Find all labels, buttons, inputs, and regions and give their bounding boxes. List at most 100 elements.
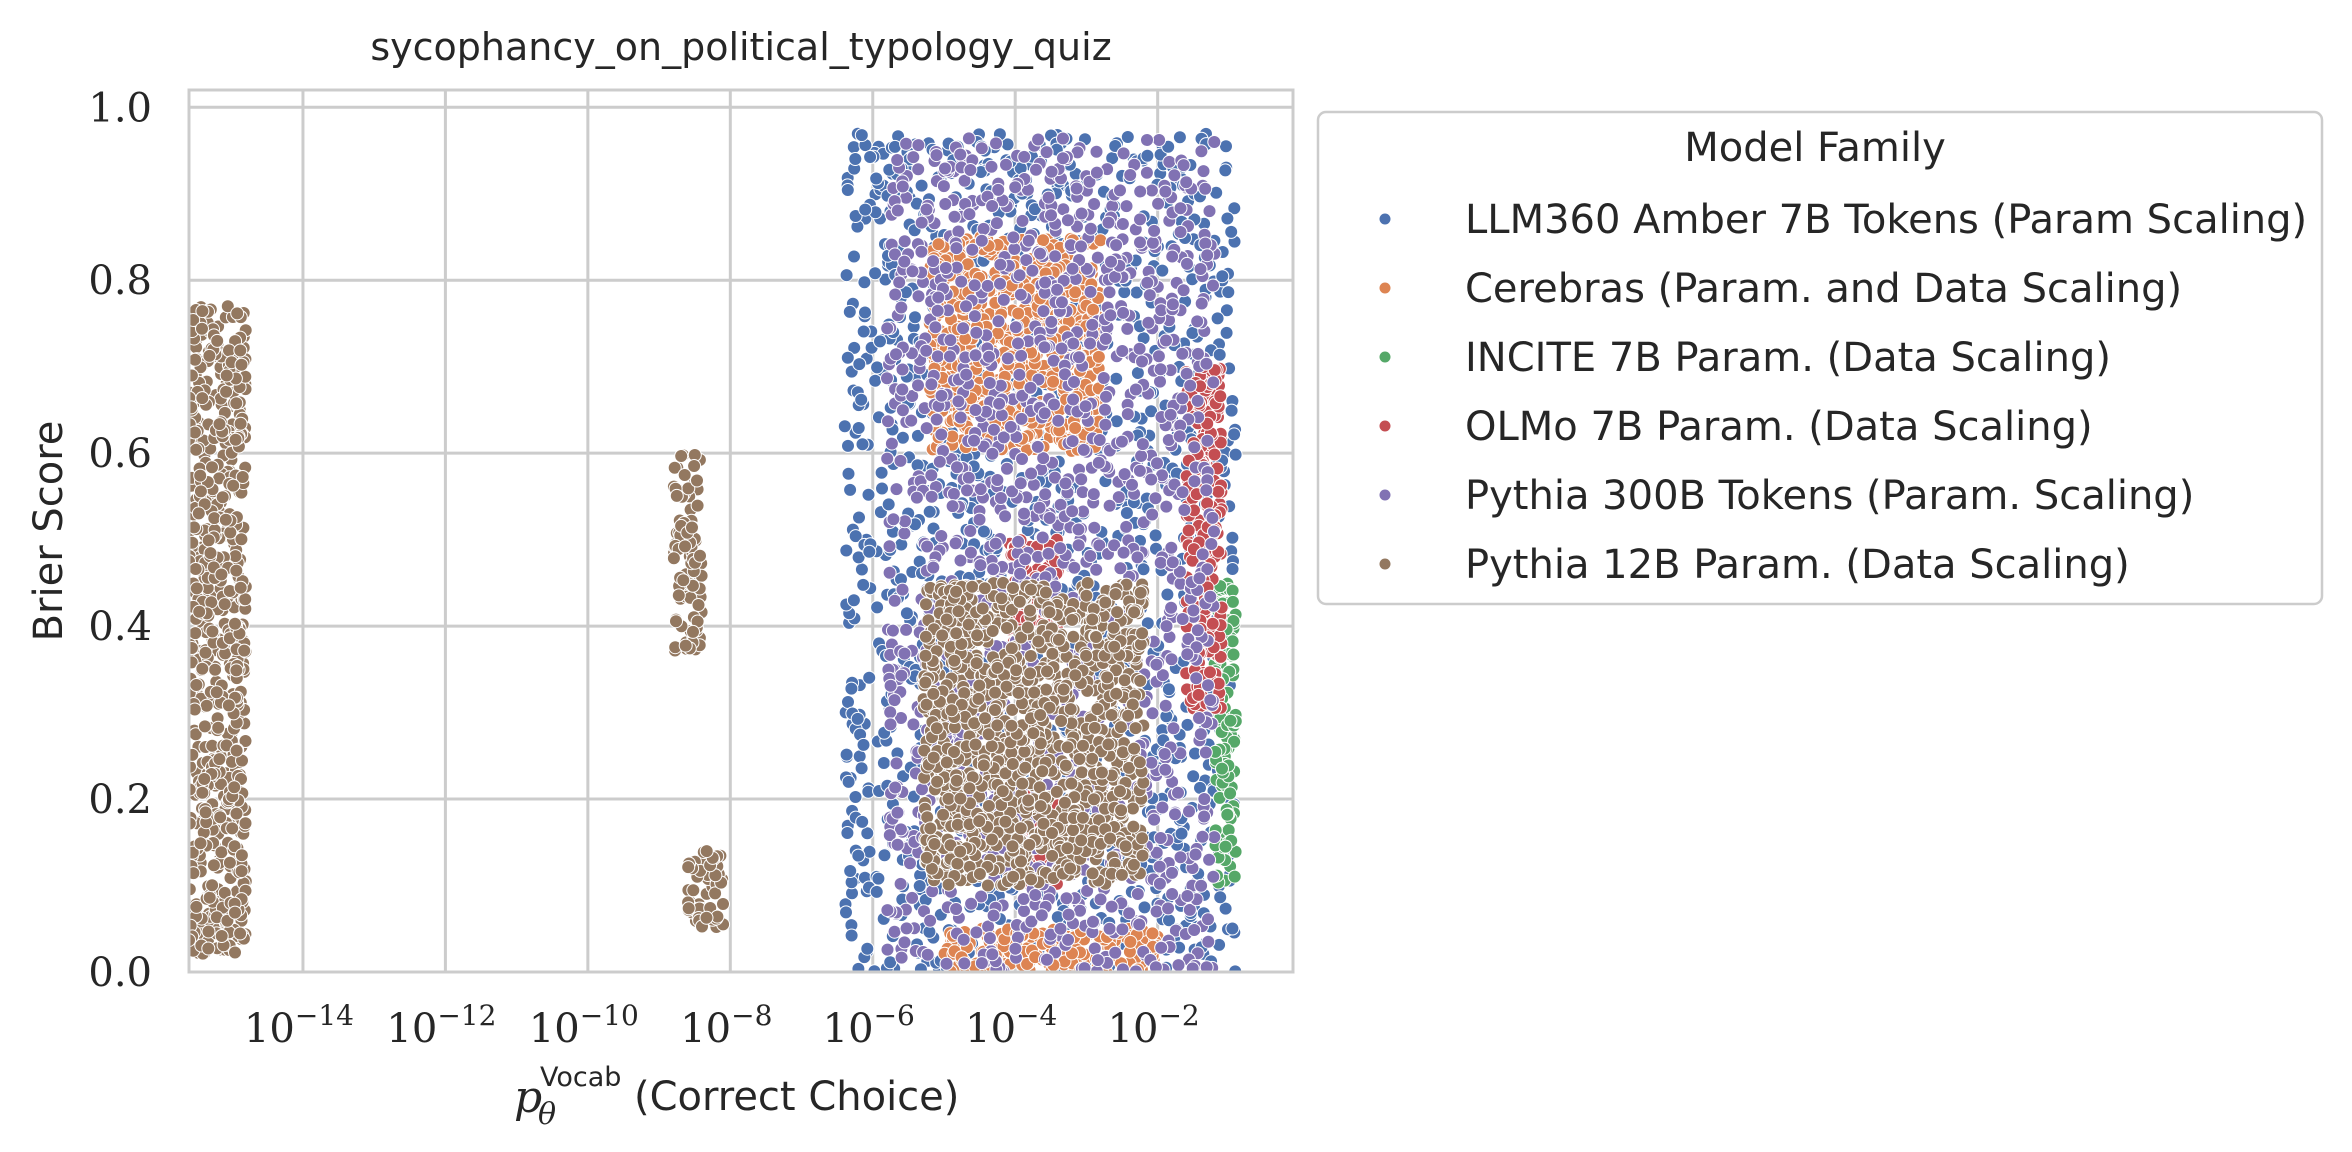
data-point xyxy=(1061,907,1076,922)
data-point xyxy=(1150,456,1164,471)
data-point xyxy=(862,544,877,559)
data-point xyxy=(839,905,853,920)
data-point xyxy=(895,179,910,194)
data-point xyxy=(986,562,1001,577)
data-point xyxy=(895,403,910,418)
data-point xyxy=(1199,483,1214,498)
data-point xyxy=(1074,239,1088,254)
data-point xyxy=(852,357,867,372)
data-point xyxy=(1226,647,1241,662)
data-point xyxy=(1067,375,1081,389)
data-point xyxy=(238,816,253,831)
data-point xyxy=(1200,248,1215,263)
data-point xyxy=(1011,306,1026,321)
data-point xyxy=(1227,201,1242,216)
data-point xyxy=(1115,922,1130,937)
data-point xyxy=(870,600,885,615)
data-point xyxy=(1011,336,1025,351)
data-point xyxy=(982,376,997,390)
data-point xyxy=(1056,131,1070,146)
data-point xyxy=(989,136,1003,151)
data-point xyxy=(1148,528,1163,543)
data-point xyxy=(856,737,871,752)
data-point xyxy=(1113,183,1127,198)
data-point xyxy=(189,581,204,596)
data-point xyxy=(1152,876,1167,891)
data-point xyxy=(868,266,883,281)
data-point xyxy=(920,947,935,962)
data-point xyxy=(943,333,958,348)
data-point xyxy=(1175,612,1190,626)
data-point xyxy=(934,388,949,403)
data-point xyxy=(1115,217,1130,231)
data-point xyxy=(890,203,905,218)
data-point xyxy=(1165,555,1180,570)
data-point xyxy=(1036,233,1051,248)
data-point xyxy=(1006,230,1021,245)
data-point xyxy=(908,310,922,325)
data-point xyxy=(1014,411,1029,426)
data-point xyxy=(1227,427,1242,442)
data-point xyxy=(1164,600,1179,615)
data-point xyxy=(1180,717,1195,732)
data-point xyxy=(1013,476,1028,491)
data-point xyxy=(890,153,905,167)
data-point xyxy=(1025,263,1040,278)
data-point xyxy=(967,433,981,448)
data-point xyxy=(1085,317,1100,332)
data-point xyxy=(202,348,217,363)
data-point xyxy=(913,962,928,972)
data-point xyxy=(1145,706,1160,721)
data-point xyxy=(1197,809,1212,824)
data-point xyxy=(1195,829,1210,844)
data-point xyxy=(1071,538,1086,553)
data-point xyxy=(839,747,854,762)
data-point xyxy=(841,438,855,453)
data-point xyxy=(197,772,212,786)
data-point xyxy=(889,347,903,362)
data-point xyxy=(1173,201,1188,216)
data-point xyxy=(1130,550,1145,565)
data-point xyxy=(848,790,863,804)
data-point xyxy=(1007,242,1022,256)
data-point xyxy=(218,512,233,527)
data-point xyxy=(1068,421,1083,435)
data-point xyxy=(1015,452,1029,466)
data-point xyxy=(1108,945,1123,960)
data-point xyxy=(212,752,227,767)
data-point xyxy=(1206,869,1221,884)
data-point xyxy=(869,171,884,186)
data-point xyxy=(897,935,912,950)
data-point xyxy=(1135,354,1149,369)
data-point xyxy=(1179,175,1194,190)
data-point xyxy=(897,234,912,249)
data-point xyxy=(233,343,248,358)
data-point xyxy=(1036,304,1051,319)
data-point xyxy=(874,465,889,480)
data-point xyxy=(911,289,926,304)
data-point xyxy=(674,449,689,463)
data-point xyxy=(189,400,199,415)
data-point xyxy=(1207,830,1222,845)
data-point xyxy=(939,956,954,971)
data-point xyxy=(858,202,873,217)
data-point xyxy=(1089,165,1104,180)
data-point xyxy=(1195,547,1210,562)
data-point xyxy=(895,582,910,597)
data-point xyxy=(961,470,976,485)
data-point xyxy=(1071,522,1086,537)
data-point xyxy=(1044,164,1059,179)
data-point xyxy=(1090,250,1105,265)
data-point xyxy=(191,506,206,521)
data-point xyxy=(912,879,927,893)
data-point xyxy=(205,878,220,893)
data-point xyxy=(1172,130,1187,145)
data-point xyxy=(230,306,245,321)
data-point xyxy=(974,141,989,156)
data-point xyxy=(1175,391,1190,406)
data-point xyxy=(1147,812,1162,827)
data-point xyxy=(887,593,902,608)
data-point xyxy=(840,350,855,365)
data-point xyxy=(1173,850,1188,865)
data-point xyxy=(189,899,204,914)
